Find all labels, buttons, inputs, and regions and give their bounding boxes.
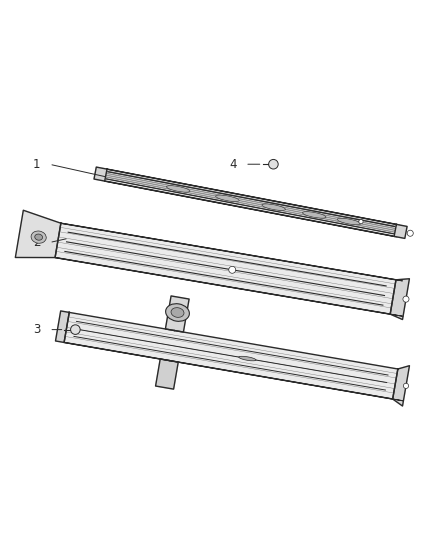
Circle shape <box>403 296 409 302</box>
Ellipse shape <box>337 219 361 225</box>
Text: 4: 4 <box>229 158 237 171</box>
Text: 2: 2 <box>33 236 41 249</box>
Polygon shape <box>105 181 398 237</box>
Circle shape <box>229 266 236 273</box>
Ellipse shape <box>35 234 42 240</box>
Ellipse shape <box>166 304 189 321</box>
Circle shape <box>403 383 409 389</box>
Polygon shape <box>393 366 410 406</box>
Polygon shape <box>390 279 410 319</box>
Ellipse shape <box>166 185 190 192</box>
Polygon shape <box>61 223 403 281</box>
Polygon shape <box>106 169 396 227</box>
Polygon shape <box>94 167 107 181</box>
Circle shape <box>268 159 278 169</box>
Ellipse shape <box>303 212 326 218</box>
Polygon shape <box>56 311 69 342</box>
Ellipse shape <box>239 356 256 361</box>
Polygon shape <box>55 257 403 316</box>
Polygon shape <box>394 224 407 238</box>
Polygon shape <box>55 223 396 314</box>
Polygon shape <box>107 169 400 225</box>
Ellipse shape <box>171 308 184 317</box>
Polygon shape <box>105 172 396 234</box>
Polygon shape <box>64 342 403 401</box>
Polygon shape <box>15 210 61 257</box>
Text: 3: 3 <box>33 323 41 336</box>
Polygon shape <box>64 312 398 399</box>
Text: 1: 1 <box>33 158 41 171</box>
Circle shape <box>71 325 80 334</box>
Polygon shape <box>155 359 178 389</box>
Polygon shape <box>105 179 395 236</box>
Circle shape <box>359 220 363 224</box>
Circle shape <box>407 230 413 236</box>
Ellipse shape <box>31 231 46 243</box>
Polygon shape <box>166 296 189 332</box>
Ellipse shape <box>262 204 286 211</box>
Ellipse shape <box>215 195 239 201</box>
